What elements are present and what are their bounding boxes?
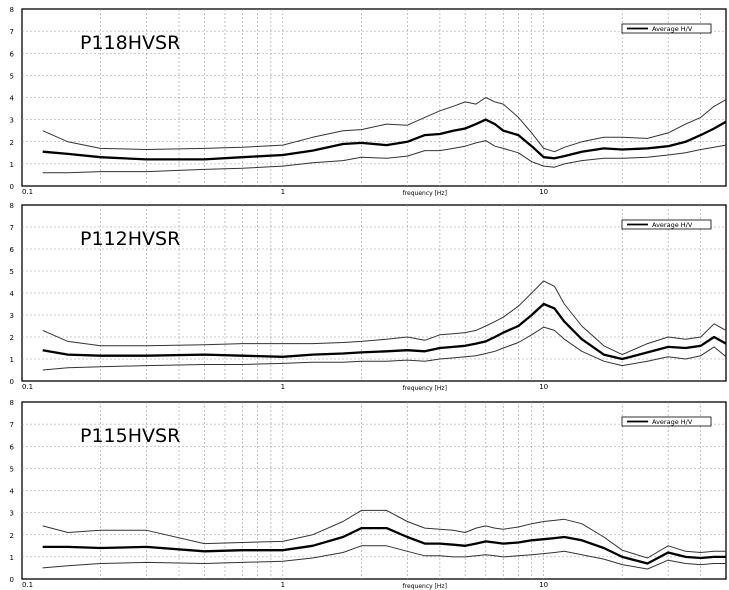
y-tick-label: 8 — [10, 6, 14, 14]
legend-box — [621, 23, 712, 34]
y-tick-label: 6 — [10, 246, 15, 254]
y-tick-label: 7 — [10, 224, 14, 232]
hv-bound-curve — [42, 280, 727, 356]
y-tick-label: 6 — [10, 50, 15, 58]
legend-label: Average H/V — [652, 25, 693, 33]
hv-bound-curve — [42, 140, 727, 174]
legend: Average H/V — [621, 219, 712, 230]
y-tick-label: 6 — [10, 443, 15, 451]
average-hv-curve — [42, 526, 726, 565]
x-tick-label: 0.1 — [22, 581, 33, 589]
hv-bound-curve — [42, 326, 727, 371]
legend-box — [621, 219, 712, 230]
y-tick-label: 3 — [10, 312, 14, 320]
y-tick-label: 7 — [10, 28, 14, 36]
x-tick-label: 1 — [281, 581, 285, 589]
legend-label: Average H/V — [652, 418, 693, 426]
legend: Average H/V — [621, 416, 712, 427]
y-tick-label: 2 — [10, 334, 14, 342]
panel-title: P118HVSR — [80, 32, 180, 54]
y-tick-label: 5 — [10, 268, 14, 276]
hv-bound-curve — [42, 509, 726, 559]
x-tick-label: 0.1 — [22, 383, 33, 391]
y-tick-label: 3 — [10, 510, 14, 518]
x-tick-label: 10 — [539, 188, 548, 196]
y-tick-label: 4 — [10, 290, 15, 298]
y-tick-label: 0 — [10, 576, 14, 584]
panel-title: P112HVSR — [80, 228, 180, 250]
y-tick-label: 0 — [10, 183, 14, 191]
x-axis-label: frequency [Hz] — [403, 385, 447, 392]
y-tick-label: 2 — [10, 139, 14, 147]
legend: Average H/V — [621, 23, 712, 34]
x-tick-label: 1 — [281, 383, 285, 391]
x-tick-label: 1 — [281, 188, 285, 196]
x-tick-label: 10 — [539, 383, 548, 391]
x-tick-label: 0.1 — [22, 188, 33, 196]
y-tick-label: 5 — [10, 465, 14, 473]
y-tick-label: 1 — [10, 554, 14, 562]
hv-bound-curve — [42, 97, 727, 153]
y-tick-label: 5 — [10, 72, 14, 80]
panel-title: P115HVSR — [80, 425, 180, 447]
x-axis-label: frequency [Hz] — [403, 190, 447, 197]
average-hv-curve — [42, 118, 727, 161]
hvsr-panel-1: 0 1 2 3 4 5 6 7 8 0.1 1 10 frequency [Hz] P118HVSR Ave… — [10, 6, 727, 197]
hvsr-panel-3: 0 1 2 3 4 5 6 7 8 0.1 1 10 frequency [Hz] P115HVSR Ave… — [10, 399, 727, 590]
y-tick-label: 0 — [10, 378, 14, 386]
average-hv-curve — [42, 302, 727, 361]
y-tick-label: 8 — [10, 202, 14, 210]
y-tick-label: 3 — [10, 117, 14, 125]
y-tick-label: 7 — [10, 421, 14, 429]
y-tick-label: 2 — [10, 532, 14, 540]
legend-label: Average H/V — [652, 221, 693, 229]
y-tick-label: 8 — [10, 399, 14, 407]
hvsr-panel-2: 0 1 2 3 4 5 6 7 8 0.1 1 10 frequency [Hz] P112HVSR Ave… — [10, 202, 727, 392]
hv-bound-curve — [42, 545, 726, 570]
legend-box — [621, 416, 712, 427]
y-tick-label: 1 — [10, 356, 14, 364]
y-tick-label: 4 — [10, 488, 15, 496]
y-tick-label: 4 — [10, 95, 15, 103]
y-tick-label: 1 — [10, 161, 14, 169]
x-tick-label: 10 — [539, 581, 548, 589]
x-axis-label: frequency [Hz] — [403, 583, 447, 590]
